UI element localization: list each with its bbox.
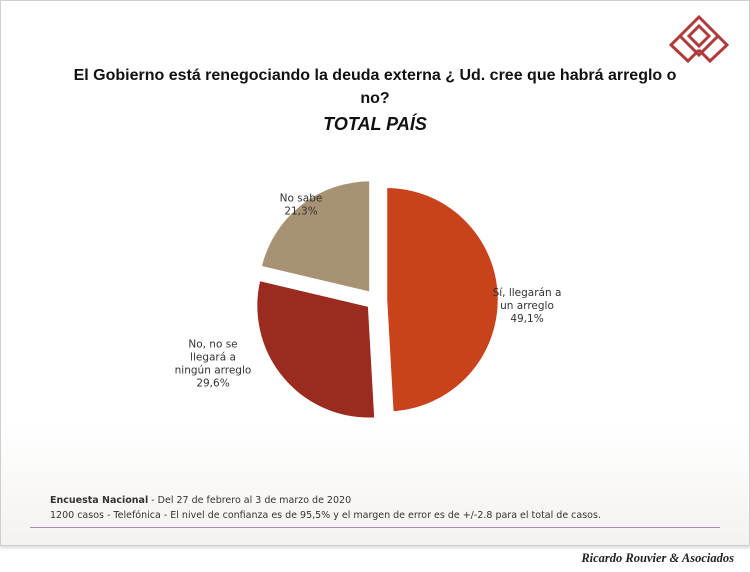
footer-notes: Encuesta Nacional - Del 27 de febrero al… [50,493,601,523]
survey-name: Encuesta Nacional [50,495,149,506]
survey-line: Encuesta Nacional - Del 27 de febrero al… [50,493,601,508]
chart-title: El Gobierno está renegociando la deuda e… [73,67,677,107]
company-logo-icon [668,14,730,64]
method-line: 1200 casos - Telefónica - El nivel de co… [50,510,601,521]
pie-slice-2 [254,278,377,421]
pie-slice-2-label: No, no se llegará a ningún arreglo 29,6% [175,339,252,390]
footer-divider [30,527,720,528]
pie-slice-1 [384,185,501,414]
chart-subtitle: TOTAL PAÍS [323,114,427,134]
brand-name: Ricardo Rouvier & Asociados [581,551,734,565]
slide-frame [0,0,750,546]
survey-dates: - Del 27 de febrero al 3 de marzo de 202… [148,495,352,506]
pie-slice-3 [258,178,372,295]
pie-slice-1-label: Sí, llegarán a un arreglo 49,1% [493,287,562,325]
pie-slice-3-label: No sabe 21,3% [280,193,323,218]
